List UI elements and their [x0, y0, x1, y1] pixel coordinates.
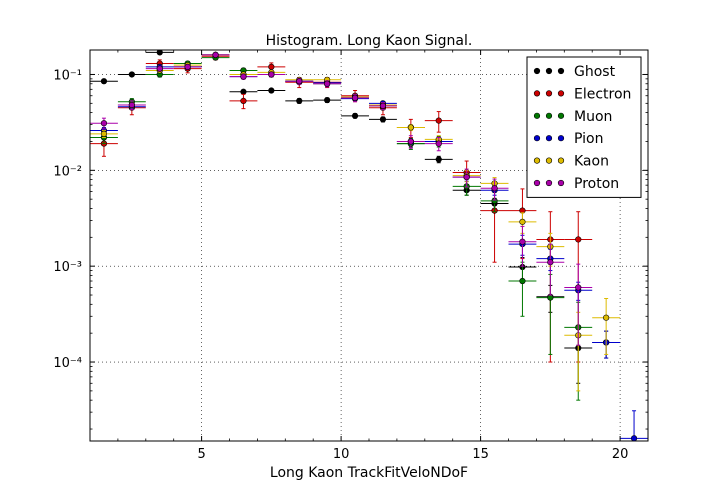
- data-point: [603, 314, 610, 321]
- legend-marker-electron: [557, 90, 565, 97]
- legend: Ghost Electron Muon Pion Kaon Proton: [526, 56, 642, 198]
- data-point: [100, 130, 108, 137]
- legend-marker-electron: [533, 90, 541, 97]
- data-point: [296, 97, 303, 104]
- data-point: [184, 63, 191, 70]
- legend-label-ghost: Ghost: [574, 64, 616, 80]
- data-point: [324, 97, 331, 104]
- data-point: [268, 63, 275, 70]
- legend-box: [526, 56, 642, 198]
- legend-label-muon: Muon: [574, 109, 612, 125]
- y-tick-label: 10⁻²: [53, 164, 82, 179]
- x-tick-label: 20: [612, 447, 629, 462]
- data-point: [379, 102, 387, 109]
- legend-marker-pion: [557, 135, 565, 142]
- data-point: [351, 94, 359, 101]
- x-axis-label: Long Kaon TrackFitVeloNDoF: [270, 465, 468, 481]
- legend-marker-proton: [545, 179, 553, 187]
- data-point: [240, 88, 247, 95]
- legend-label-kaon: Kaon: [574, 154, 609, 170]
- data-point: [128, 101, 135, 109]
- legend-marker-proton: [557, 179, 565, 187]
- data-point: [156, 65, 163, 72]
- data-point: [435, 117, 442, 124]
- data-point: [407, 138, 414, 145]
- legend-label-pion: Pion: [574, 131, 603, 147]
- x-tick-label: 5: [197, 447, 205, 462]
- legend-marker-proton: [533, 179, 541, 187]
- legend-marker-ghost: [557, 67, 565, 75]
- series-proton: [90, 51, 593, 346]
- legend-marker-ghost: [533, 67, 541, 75]
- data-point: [435, 156, 442, 163]
- data-point: [296, 78, 303, 85]
- x-tick-label: 15: [472, 447, 489, 462]
- legend-marker-pion: [533, 135, 541, 142]
- legend-marker-muon: [533, 112, 541, 119]
- plot-marks: [90, 50, 648, 441]
- x-tick-label: 10: [333, 447, 350, 462]
- legend-label-proton: Proton: [574, 176, 619, 192]
- chart-title: Histogram. Long Kaon Signal.: [266, 33, 473, 49]
- data-point: [240, 97, 247, 104]
- data-point: [156, 50, 163, 56]
- legend-marker-kaon: [557, 157, 565, 164]
- data-point: [407, 124, 414, 131]
- legend-marker-muon: [545, 112, 553, 119]
- data-point: [519, 238, 526, 245]
- y-tick-label: 10⁻¹: [53, 68, 82, 83]
- y-tick-label: 10⁻³: [53, 260, 82, 275]
- legend-marker-pion: [545, 135, 553, 142]
- data-point: [100, 78, 108, 85]
- legend-label-electron: Electron: [574, 86, 631, 102]
- axis-ticks: 5 10 15 20 10⁻⁴ 10⁻³ 10⁻² 10⁻¹: [53, 50, 649, 462]
- data-point: [463, 173, 470, 181]
- data-point: [240, 73, 247, 80]
- legend-marker-electron: [545, 90, 553, 97]
- data-point: [491, 185, 498, 192]
- y-tick-label: 10⁻⁴: [53, 356, 82, 371]
- legend-marker-ghost: [545, 67, 553, 75]
- data-point: [435, 140, 442, 147]
- data-point: [351, 112, 359, 119]
- data-point: [547, 259, 554, 266]
- data-point: [547, 294, 554, 301]
- data-point: [324, 80, 331, 87]
- data-point: [268, 71, 275, 78]
- data-point: [100, 120, 108, 127]
- data-point: [630, 435, 638, 441]
- legend-marker-kaon: [533, 157, 541, 164]
- data-point: [268, 87, 275, 94]
- legend-marker-kaon: [545, 157, 553, 164]
- legend-marker-muon: [557, 112, 565, 119]
- data-point: [519, 277, 526, 285]
- data-point: [575, 236, 582, 243]
- data-point: [128, 71, 135, 78]
- data-point: [575, 284, 582, 291]
- data-point: [519, 218, 526, 225]
- data-point: [212, 51, 219, 59]
- data-point: [379, 116, 387, 123]
